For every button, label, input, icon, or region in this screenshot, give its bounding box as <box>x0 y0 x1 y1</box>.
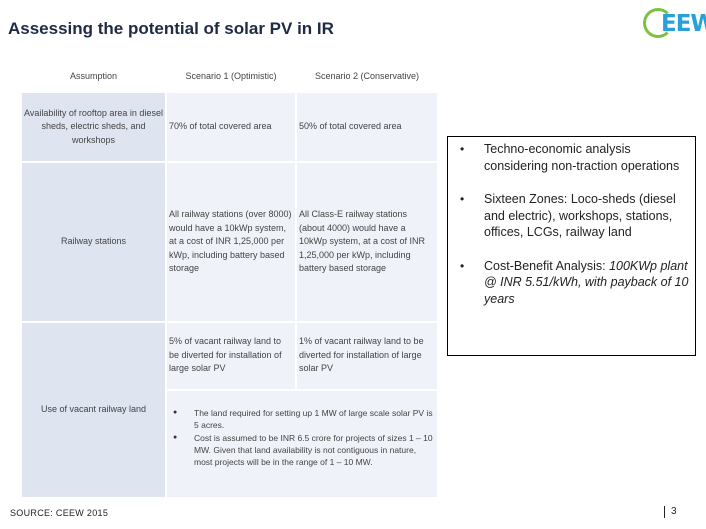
row-rooftop-s2: 50% of total covered area <box>297 93 437 161</box>
row-stations-s2: All Class-E railway stations (about 4000… <box>297 163 437 321</box>
key-point-item: Sixteen Zones: Loco-sheds (diesel and el… <box>448 191 691 241</box>
source-note: SOURCE: CEEW 2015 <box>10 508 109 518</box>
land-note-item: Cost is assumed to be INR 6.5 crore for … <box>167 432 433 469</box>
row-stations-s2-text: All Class-E railway stations (about 4000… <box>299 209 426 274</box>
key-point-item: Cost-Benefit Analysis: 100KWp plant @ IN… <box>448 258 691 308</box>
row-land-s2-text: 1% of vacant railway land to be diverted… <box>299 336 424 373</box>
row-stations-s1-text: All railway stations (over 8000) would h… <box>169 209 292 274</box>
row-rooftop-s2-text: 50% of total covered area <box>299 121 402 132</box>
logo-ring-icon <box>643 8 673 38</box>
key-point-item: Techno-economic analysis considering non… <box>448 141 691 174</box>
row-rooftop-s1-text: 70% of total covered area <box>169 121 272 132</box>
page-title: Assessing the potential of solar PV in I… <box>8 19 334 38</box>
row-stations-s1: All railway stations (over 8000) would h… <box>167 163 295 321</box>
key-point-italic: 100KWp plant @ INR 5.51/kWh, with paybac… <box>484 258 689 306</box>
key-point-prefix: Cost-Benefit Analysis: <box>484 258 610 273</box>
header-scenario-1: Scenario 1 (Optimistic) <box>167 70 295 84</box>
header-scenario-2: Scenario 2 (Conservative) <box>297 70 437 84</box>
row-land-notes: The land required for setting up 1 MW of… <box>167 391 437 497</box>
land-note-item: The land required for setting up 1 MW of… <box>167 407 433 432</box>
header-assumption: Assumption <box>22 70 165 84</box>
key-points-list: Techno-economic analysis considering non… <box>448 137 695 307</box>
row-label-land: Use of vacant railway land <box>22 323 165 497</box>
key-points-box: Techno-economic analysis considering non… <box>447 136 696 356</box>
row-land-s1-text: 5% of vacant railway land to be diverted… <box>169 336 282 373</box>
row-land-s2: 1% of vacant railway land to be diverted… <box>297 323 437 389</box>
logo-text: EEW <box>661 11 706 37</box>
land-notes-list: The land required for setting up 1 MW of… <box>167 407 433 468</box>
row-label-stations: Railway stations <box>22 163 165 321</box>
ceew-logo: EEW <box>643 6 706 42</box>
row-land-s1: 5% of vacant railway land to be diverted… <box>167 323 295 389</box>
page-number: 3 <box>664 506 677 518</box>
row-label-rooftop: Availability of rooftop area in diesel s… <box>22 93 165 161</box>
row-rooftop-s1: 70% of total covered area <box>167 93 295 161</box>
row-label-stations-text: Railway stations <box>60 236 127 247</box>
row-label-rooftop-text: Availability of rooftop area in diesel s… <box>24 107 163 145</box>
row-label-land-text: Use of vacant railway land <box>40 404 147 414</box>
